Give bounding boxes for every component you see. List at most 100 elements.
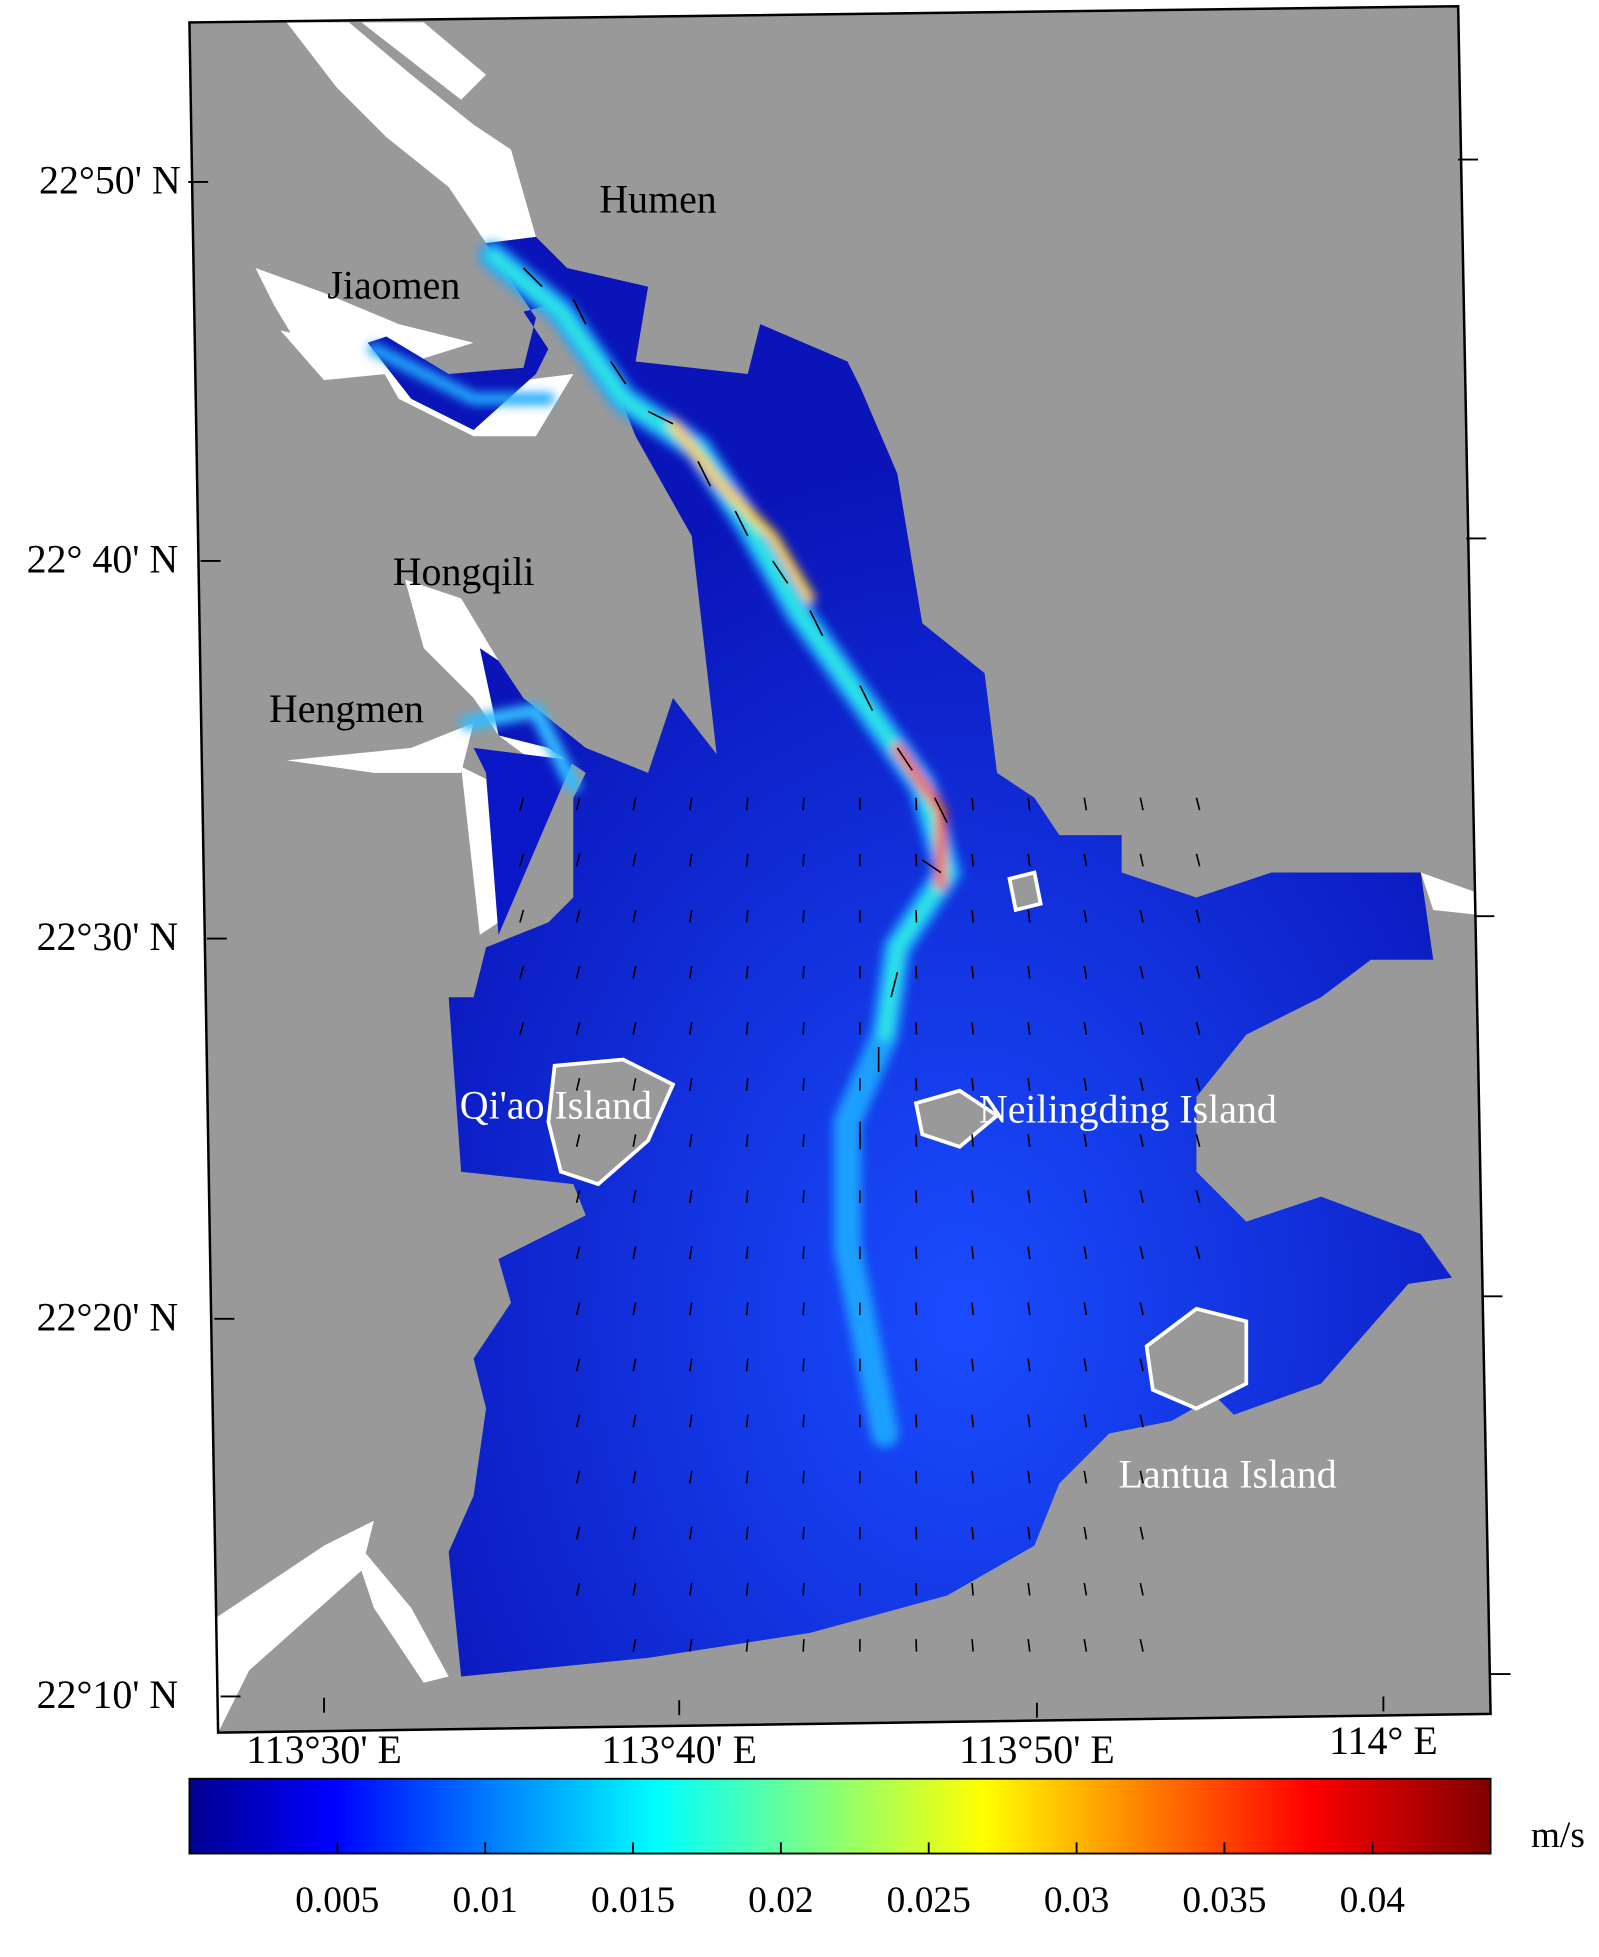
arrow — [802, 1414, 805, 1428]
arrow — [575, 965, 581, 979]
arrow — [971, 965, 974, 979]
rivers — [211, 22, 1491, 1733]
arrow — [890, 972, 899, 998]
arrow — [689, 1582, 693, 1596]
arrow — [745, 909, 749, 923]
arrow — [802, 965, 805, 979]
arrow — [1027, 853, 1031, 867]
lon-label: 113°40' E — [601, 1727, 757, 1772]
arrow — [971, 1639, 974, 1652]
arrow — [632, 1582, 637, 1596]
arrow — [971, 1302, 974, 1316]
arrow — [632, 1190, 637, 1204]
arrow — [1027, 1639, 1031, 1652]
arrow — [632, 1526, 637, 1540]
arrow — [802, 1246, 805, 1260]
colorbar-tick-label: 0.015 — [591, 1880, 675, 1921]
arrow — [1139, 965, 1144, 979]
arrow — [1027, 1470, 1031, 1484]
arrow — [1027, 1246, 1031, 1260]
arrow — [519, 853, 525, 867]
arrow — [971, 797, 974, 811]
arrow — [802, 1302, 805, 1316]
arrow — [1027, 1302, 1031, 1316]
arrow — [689, 1414, 693, 1428]
arrow — [1195, 1021, 1201, 1035]
arrow — [802, 1190, 805, 1203]
arrow — [689, 965, 693, 979]
arrow — [1139, 1470, 1144, 1484]
arrow — [1139, 1246, 1144, 1260]
arrow — [971, 1414, 974, 1428]
arrow — [1139, 797, 1144, 811]
arrow — [689, 909, 693, 923]
arrow — [1083, 797, 1088, 811]
arrow — [1139, 1582, 1144, 1596]
water — [473, 747, 574, 935]
arrow — [632, 1414, 637, 1428]
colorbar-tick-label: 0.035 — [1182, 1880, 1266, 1921]
arrow — [1083, 1414, 1088, 1428]
arrow — [632, 1134, 637, 1147]
arrow — [1083, 1021, 1088, 1035]
arrow — [971, 1358, 974, 1372]
arrow — [971, 1470, 974, 1484]
arrow — [1195, 965, 1201, 979]
colorbar — [188, 1777, 1492, 1855]
arrow — [519, 797, 525, 811]
arrow — [1083, 853, 1088, 867]
arrow — [745, 1134, 749, 1147]
arrow — [689, 1134, 693, 1147]
arrow — [745, 1022, 749, 1035]
arrow — [802, 1078, 805, 1091]
arrow — [802, 1639, 805, 1652]
arrow — [745, 1302, 749, 1316]
arrow — [1083, 1639, 1088, 1652]
map-frame — [188, 4, 1492, 1734]
arrow — [745, 1078, 749, 1091]
arrow — [802, 797, 805, 811]
arrow — [896, 747, 913, 771]
place-label: Humen — [599, 176, 716, 221]
arrow — [689, 1022, 693, 1035]
arrow — [632, 1246, 637, 1260]
arrow — [745, 1358, 749, 1372]
arrow — [1139, 1638, 1144, 1652]
arrow — [1027, 797, 1031, 811]
arrow — [1195, 1078, 1201, 1091]
arrow — [802, 1134, 805, 1147]
arrow — [697, 460, 712, 487]
arrow — [1139, 1358, 1144, 1372]
colorbar-tick-label: 0.025 — [887, 1880, 971, 1921]
arrow — [632, 1302, 637, 1316]
lat-label: 22°10' N — [37, 1672, 179, 1717]
arrow — [632, 1021, 637, 1035]
arrow — [575, 1470, 581, 1484]
arrow — [1139, 1078, 1144, 1091]
arrow — [610, 361, 627, 385]
arrow — [632, 1470, 637, 1484]
arrow — [745, 1526, 749, 1540]
arrow — [1083, 1470, 1088, 1484]
arrow — [802, 1022, 805, 1035]
arrow — [1195, 1134, 1201, 1147]
arrow — [1083, 1134, 1088, 1147]
arrow — [772, 560, 789, 584]
arrow — [519, 909, 525, 923]
arrow — [745, 1470, 749, 1484]
arrow — [971, 909, 974, 923]
arrow — [1083, 1358, 1088, 1372]
arrow — [1195, 797, 1201, 811]
arrow — [1139, 909, 1144, 923]
arrow — [632, 1638, 637, 1652]
arrow — [689, 1470, 693, 1484]
arrow — [632, 797, 637, 811]
place-label: Jiaomen — [327, 262, 460, 307]
arrow — [522, 267, 543, 288]
arrow — [1027, 1078, 1031, 1091]
arrow — [745, 1414, 749, 1428]
arrow — [745, 1246, 749, 1260]
arrow — [802, 1526, 805, 1540]
